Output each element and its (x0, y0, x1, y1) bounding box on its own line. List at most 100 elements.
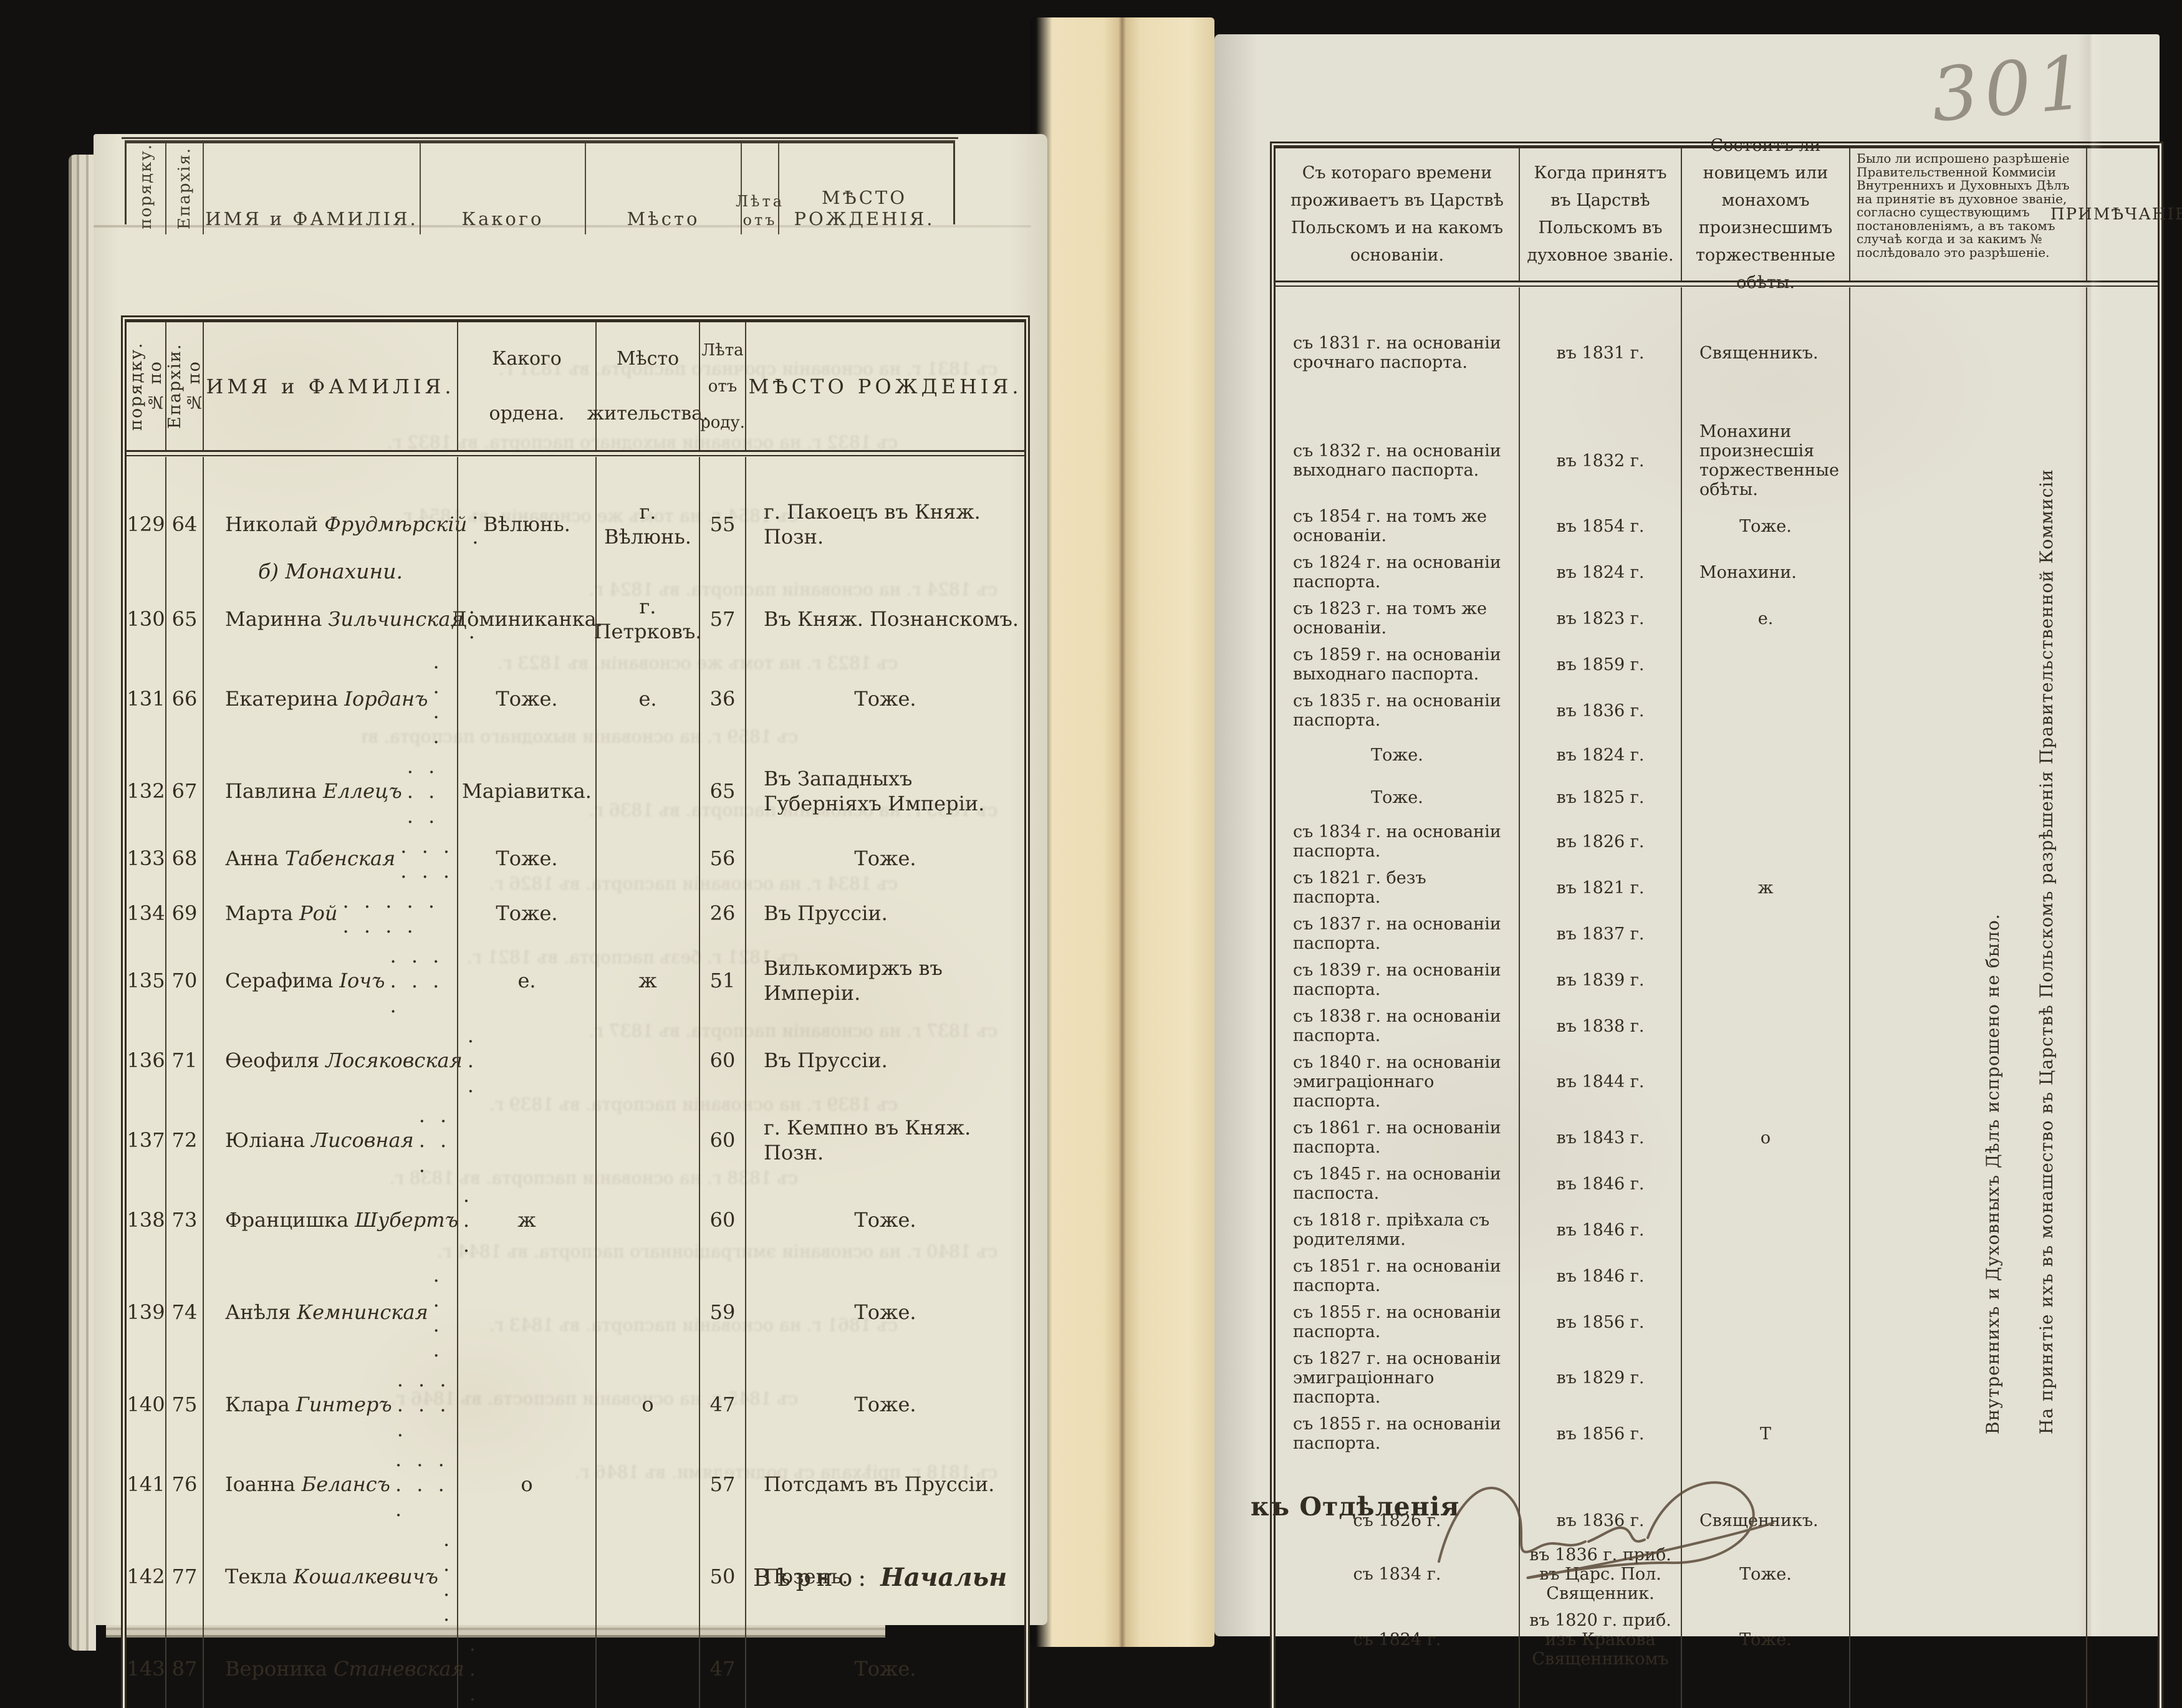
cell-order-no: 140 (127, 1393, 165, 1416)
table-row: съ 1834 г. на основаніи паспорта. въ 1826… (1276, 818, 2158, 865)
column-header-note: ПРИМѢЧАНІЕ. (2050, 148, 2182, 281)
cell-since (1276, 376, 1519, 418)
cell-birthplace: Тоже. (745, 831, 1024, 886)
cell-vows-status (1681, 1003, 1849, 1049)
cell-permission (1849, 1161, 2086, 1207)
cell-eparchy-no: 69 (165, 886, 203, 941)
cell-note (2086, 549, 2158, 595)
cell-accepted-when: въ 1825 г. (1519, 776, 1681, 818)
handwritten-signature (1438, 1481, 1774, 1580)
given-name: Текла (225, 1565, 287, 1588)
leader-dots: . . . . (433, 1263, 444, 1361)
cell-order-no: 135 (127, 969, 165, 992)
cell-residence (595, 1629, 699, 1708)
cell-permission (1849, 595, 2086, 641)
cell-permission (1849, 1299, 2086, 1345)
cell-note (2086, 503, 2158, 549)
table-row: съ 1837 г. на основаніи паспорта. въ 1837… (1276, 911, 2158, 957)
cell-vows-status (1681, 1207, 1849, 1253)
cell-residing-since: съ 1821 г. безъ паспорта. (1293, 868, 1426, 907)
cell-residence (595, 886, 699, 941)
cell-vows-status (1681, 641, 1849, 688)
cell-accepted-when: въ 1844 г. (1519, 1049, 1681, 1115)
cell-permission (1849, 1607, 2086, 1672)
given-name: Ѳеофиля (225, 1048, 320, 1072)
cell-note (2086, 1049, 2158, 1115)
pencil-page-number: 301 (1928, 39, 2094, 138)
cell-accepted-when: въ 1838 г. (1519, 1003, 1681, 1049)
cell-accepted-when: въ 1831 г. (1519, 330, 1681, 376)
cell-permission (1849, 1207, 2086, 1253)
section-row: б) Монахини. (127, 552, 1024, 592)
table-row: 139 74 Анѣля Кемнинская . . . . 59 Тоже. (127, 1260, 1024, 1365)
cell-note (2086, 1457, 2158, 1499)
cell-permission (1849, 734, 2086, 776)
cell-name: Ѳеофиля Лосяковская. . . (203, 1020, 474, 1100)
cell-vows-status (1681, 911, 1849, 957)
column-header-order-no: № по порядку. (127, 342, 165, 431)
footer-verno-label: Вѣрно: (753, 1564, 872, 1591)
cell-birthplace: Тоже. (745, 1180, 1024, 1260)
partial-column-birthplace: МѢСТО РОЖДЕНІЯ. (778, 143, 949, 234)
cell-eparchy-no: 64 (165, 497, 203, 552)
cell-residing-since: съ 1832 г. на основаніи выходнаго паспор… (1293, 441, 1501, 480)
cell-eparchy-no: 76 (165, 1444, 203, 1524)
cell-order-no: 137 (127, 1128, 165, 1152)
cell-residence (595, 1524, 699, 1629)
cell-vows-status: ж (1681, 865, 1849, 911)
table-row: 132 67 Павлина Еллецъ. . . . . . Маріавитка.… (127, 751, 1024, 831)
cell-note (2086, 376, 2158, 418)
cell-age: 65 (699, 751, 745, 831)
cell-residing-since: съ 1835 г. на основаніи паспорта. (1293, 691, 1501, 730)
cell-accepted-when: въ 1859 г. (1519, 641, 1681, 688)
cell-age: 51 (699, 941, 745, 1020)
surname: Гинтеръ (296, 1393, 392, 1416)
cell-accepted-when: въ 1843 г. (1519, 1115, 1681, 1161)
partial-birthplace-label: МѢСТО РОЖДЕНІЯ. (794, 186, 935, 229)
cell-accepted-when: въ 1854 г. (1519, 503, 1681, 549)
surname: Рой (299, 901, 338, 925)
cell-permission (1849, 1499, 2086, 1542)
partial-header-table: порядку. Епархія. ИМЯ и ФАМИЛІЯ. Какого … (122, 137, 958, 234)
cell-order: Доминиканка. (451, 592, 603, 646)
cell-no (127, 552, 165, 592)
table-row: съ 1827 г. на основаніи эмиграціоннаго п… (1276, 1345, 2158, 1411)
given-name: Павлина (225, 779, 317, 803)
surname: Лосяковская (325, 1048, 463, 1072)
cell-age: 60 (699, 1100, 745, 1180)
partial-name-label: ИМЯ и ФАМИЛІЯ. (205, 208, 418, 229)
stacked-page-edges-left (69, 155, 96, 1651)
table-row: съ 1855 г. на основаніи паспорта. въ 1856… (1276, 1299, 2158, 1345)
left-page: порядку. Епархія. ИМЯ и ФАМИЛІЯ. Какого … (94, 134, 1047, 1708)
cell-residing-since: съ 1854 г. на томъ же основаніи. (1293, 507, 1487, 545)
cell-accepted-when: въ 1839 г. (1519, 957, 1681, 1003)
table-row: 130 65 Маринна Зильчинская. . Доминиканка. г.… (127, 592, 1024, 646)
column-header-age: Лѣта отъ роду. (699, 322, 745, 450)
cell-age: 57 (699, 592, 745, 646)
cell-residing-since: съ 1834 г. (1353, 1565, 1441, 1584)
spacer-row (1276, 287, 2158, 330)
cell-birthplace: Въ Западныхъ Губерніяхъ Имперіи. (745, 751, 1024, 831)
leader-dots: . . . . . (418, 1103, 451, 1177)
leader-dots: . . . . . . (406, 754, 440, 828)
cell-vows-status: Тоже. (1681, 1542, 1849, 1607)
cell-birthplace: Тоже. (745, 646, 1024, 751)
given-name: Юліана (225, 1128, 305, 1152)
cell-order: Маріавитка. (457, 751, 595, 831)
cell-name: Клара Гинтеръ. . . . . . . (203, 1365, 457, 1444)
cell-vows-status: Священникъ. (1681, 330, 1849, 376)
cell-age: 36 (699, 646, 745, 751)
cell-residing-since: съ 1824 г. (1353, 1630, 1441, 1649)
cell-when (1519, 1457, 1681, 1499)
table-row: съ 1824 г. на основаніи паспорта. въ 1824… (1276, 549, 2158, 595)
leader-dots: . . . (469, 1632, 480, 1706)
cell-order: ж (457, 1180, 595, 1260)
cell-accepted-when: въ 1829 г. (1519, 1345, 1681, 1411)
cell-residing-since: съ 1840 г. на основаніи эмиграціоннаго п… (1293, 1053, 1501, 1111)
cell-accepted-when: въ 1821 г. (1519, 865, 1681, 911)
cell-permission (1849, 503, 2086, 549)
cell-perm (1849, 376, 2086, 418)
table-row: 138 73 Францишка Шубертъ. . . ж 60 Тоже. (127, 1180, 1024, 1260)
cell-no (127, 457, 165, 497)
cell-perm (1849, 1457, 2086, 1499)
